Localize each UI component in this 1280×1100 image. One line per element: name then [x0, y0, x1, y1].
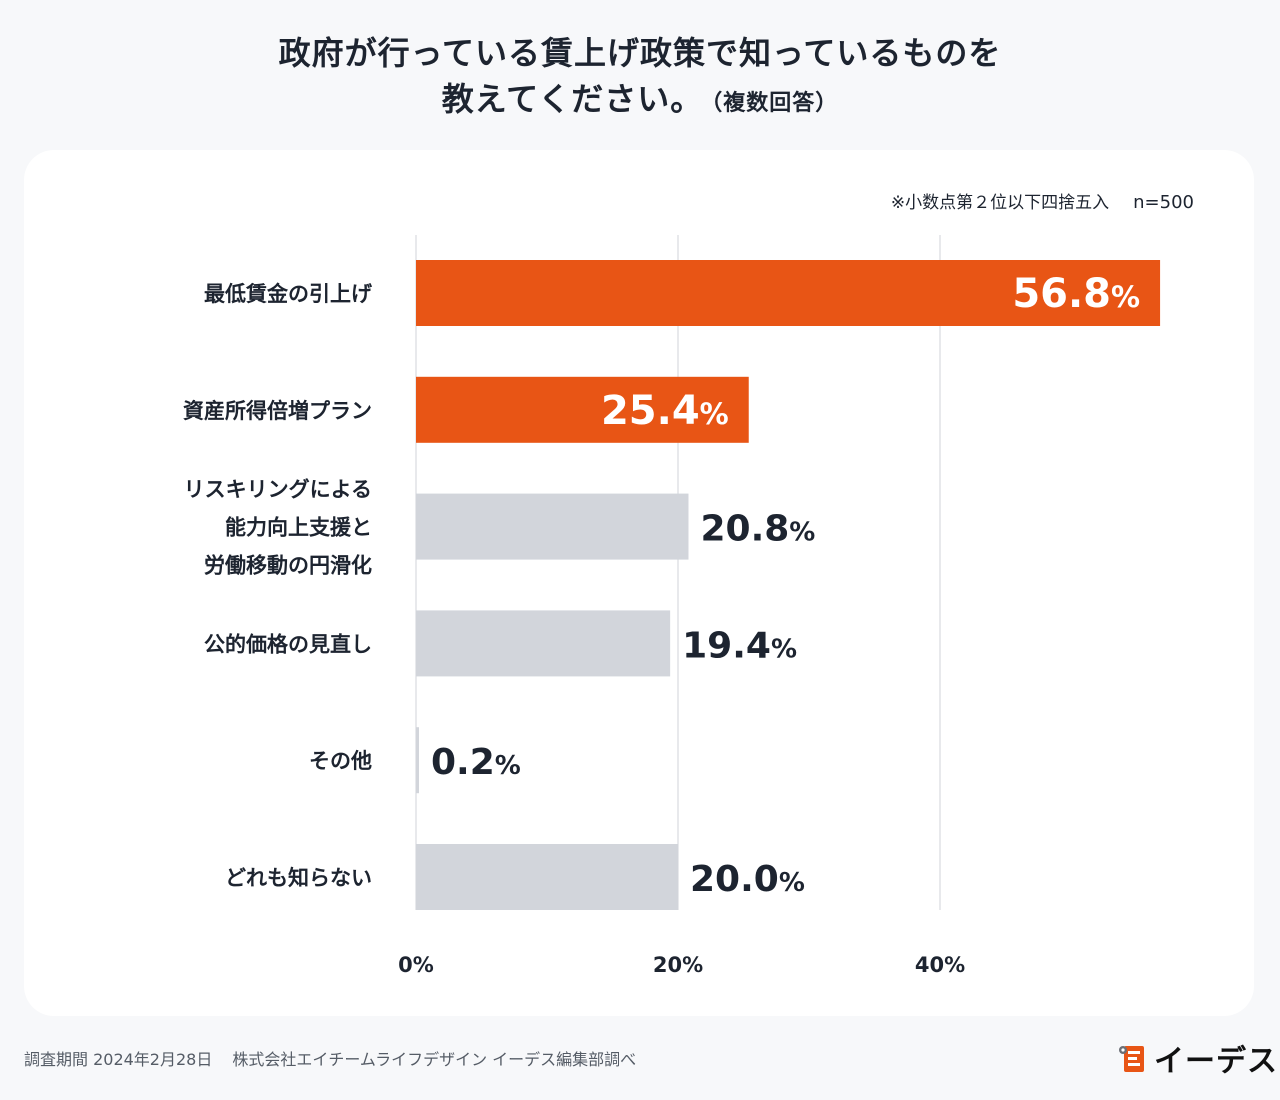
value-label: 19.4%: [682, 625, 797, 666]
x-axis-ticks: 0% 20% 40%: [398, 953, 965, 977]
title-note: （複数回答）: [711, 91, 839, 116]
logo-text: イーデス: [1154, 1044, 1278, 1079]
logo-mark-icon: [1119, 1046, 1144, 1072]
value-label: 0.2%: [431, 742, 521, 783]
category-label: その他: [309, 749, 372, 773]
title-line-2-text: 教えてください。: [441, 80, 704, 118]
bar: [416, 844, 678, 910]
category-label: 最低賃金の引上げ: [204, 282, 373, 306]
x-tick-label: 20%: [653, 953, 703, 977]
grid-lines: [415, 235, 941, 910]
category-label: 能力向上支援と: [225, 516, 372, 540]
value-label: 20.8%: [700, 509, 815, 550]
footer: 調査期間 2024年2月28日 株式会社エイチームライフデザイン イーデス編集部調…: [24, 1046, 636, 1070]
x-tick-label: 0%: [398, 953, 434, 977]
sample-size: n=500: [1133, 192, 1194, 213]
value-label: 56.8%: [1012, 271, 1140, 317]
category-label: 公的価格の見直し: [204, 632, 372, 656]
bar: [416, 727, 419, 794]
category-label: 資産所得倍増プラン: [183, 399, 372, 423]
value-label: 25.4%: [601, 388, 729, 434]
bar: [416, 260, 1161, 326]
survey-org: 株式会社エイチームライフデザイン イーデス編集部調べ: [232, 1050, 637, 1069]
bar: [416, 610, 671, 677]
value-label: 20.0%: [690, 859, 805, 900]
category-label: リスキリングによる: [184, 478, 372, 502]
chart-meta: ※小数点第２位以下四捨五入 n=500: [891, 188, 1194, 213]
x-tick-label: 40%: [915, 953, 965, 977]
category-labels: 最低賃金の引上げ資産所得倍増プランリスキリングによる能力向上支援と労働移動の円滑…: [183, 282, 373, 890]
value-labels: 56.8% 25.4% 20.8% 19.4% 0.2% 20.0%: [431, 271, 1140, 900]
survey-period: 調査期間 2024年2月28日: [24, 1050, 213, 1069]
category-label: どれも知らない: [225, 866, 372, 890]
title-line-1: 政府が行っている賃上げ政策で知っているものを: [278, 34, 1002, 72]
bar: [416, 493, 689, 560]
rounding-note: ※小数点第２位以下四捨五入: [890, 193, 1110, 213]
category-label: 労働移動の円滑化: [204, 554, 372, 578]
title-line-2: 教えてください。 （複数回答）: [0, 76, 1280, 127]
chart-title: 政府が行っている賃上げ政策で知っているものを 教えてください。 （複数回答）: [0, 30, 1280, 127]
brand-logo: イーデス: [1118, 1040, 1278, 1079]
bar: [416, 376, 749, 443]
bars: [416, 260, 1161, 910]
